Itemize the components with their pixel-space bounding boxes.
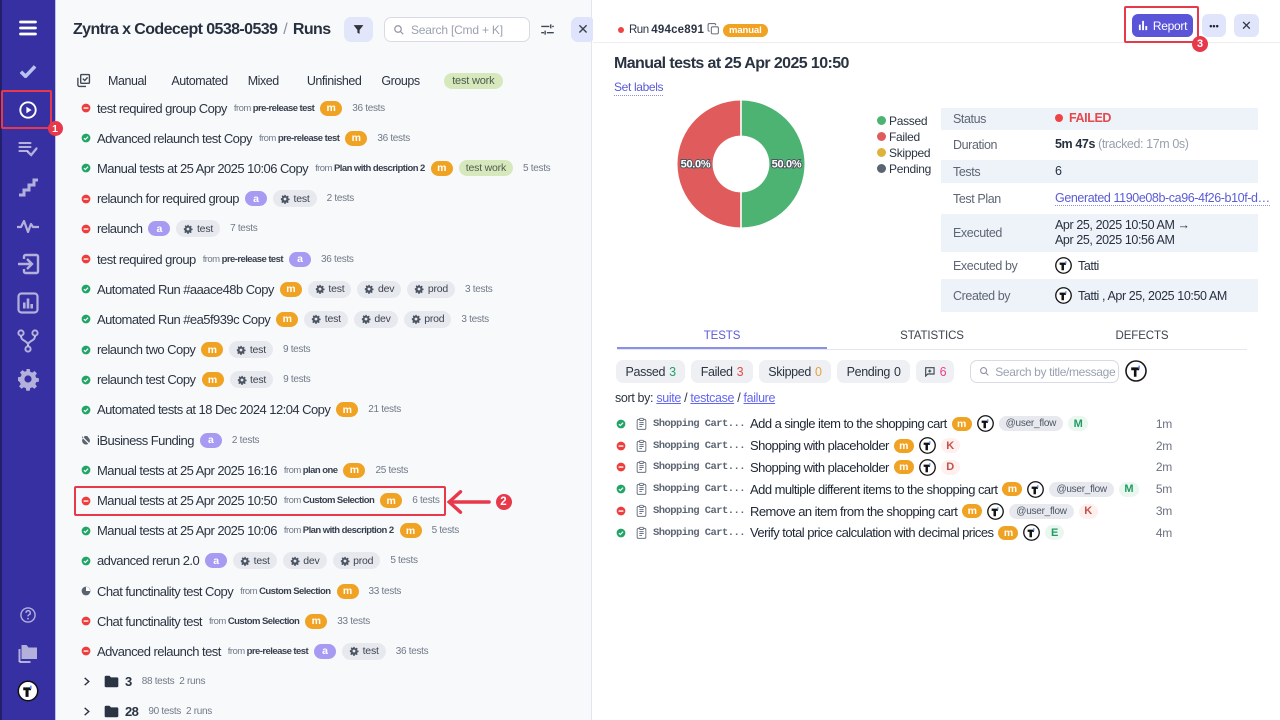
svg-text:50.0%: 50.0%	[681, 159, 711, 171]
svg-text:50.0%: 50.0%	[772, 159, 802, 171]
